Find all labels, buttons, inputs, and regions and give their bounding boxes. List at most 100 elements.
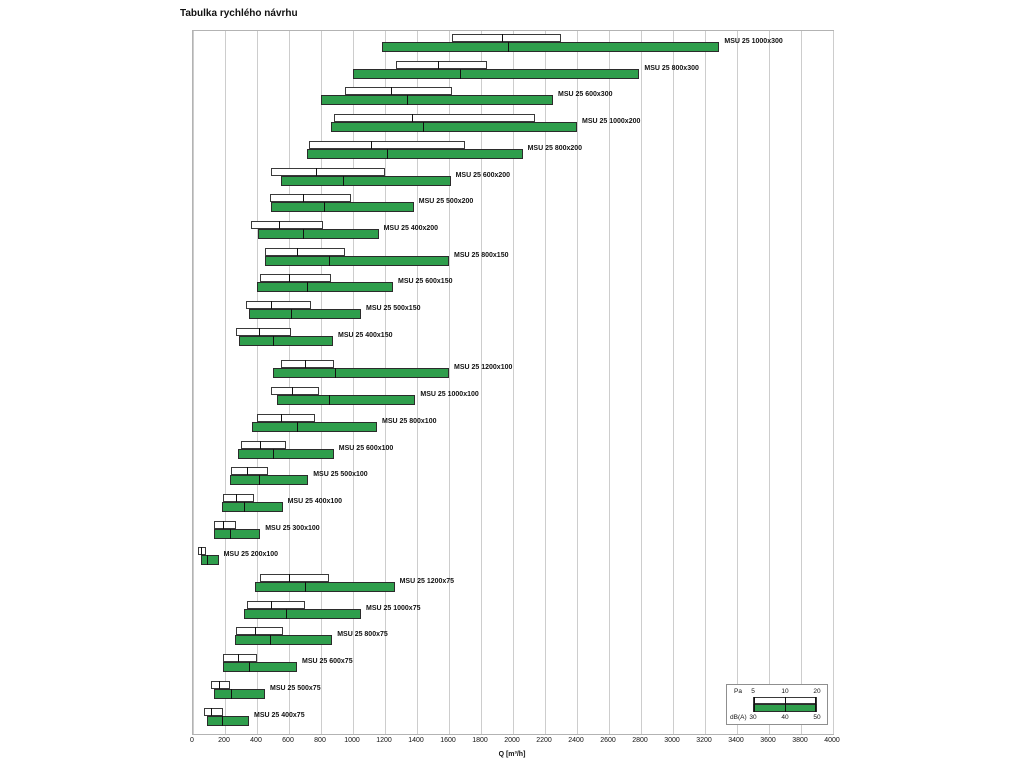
pa-mid-tick xyxy=(218,680,220,689)
pa-range-bar xyxy=(213,520,237,529)
db-mid-tick xyxy=(460,68,462,79)
pa-mid-tick xyxy=(279,220,281,229)
row-label: MSU 25 500x100 xyxy=(313,471,368,479)
x-tick-label: 2400 xyxy=(568,737,584,744)
db-mid-tick xyxy=(221,715,223,726)
db-range-bar xyxy=(237,448,334,459)
gridline xyxy=(833,31,834,734)
row-label: MSU 25 800x300 xyxy=(644,64,699,72)
db-range-bar xyxy=(244,608,361,619)
row-label: MSU 25 400x150 xyxy=(338,331,393,339)
gridline xyxy=(737,31,738,734)
row-label: MSU 25 1000x200 xyxy=(582,118,641,126)
pa-mid-tick xyxy=(292,387,294,396)
legend-db-label: dB(A) xyxy=(730,714,747,721)
row-label: MSU 25 600x300 xyxy=(558,91,613,99)
legend-pa-tick xyxy=(815,697,816,704)
pa-range-bar xyxy=(396,60,488,69)
db-range-bar xyxy=(381,42,720,52)
db-mid-tick xyxy=(269,635,271,646)
gridline xyxy=(577,31,578,734)
x-tick-label: 4000 xyxy=(824,737,840,744)
gridline xyxy=(641,31,642,734)
pa-mid-tick xyxy=(258,327,260,336)
gridline xyxy=(769,31,770,734)
pa-range-bar xyxy=(251,220,323,229)
row-label: MSU 25 600x150 xyxy=(398,278,453,286)
x-tick-label: 400 xyxy=(250,737,262,744)
pa-range-bar xyxy=(257,413,315,422)
x-tick-label: 3000 xyxy=(664,737,680,744)
gridline xyxy=(385,31,386,734)
x-tick-label: 1800 xyxy=(472,737,488,744)
x-tick-label: 2000 xyxy=(504,737,520,744)
pa-mid-tick xyxy=(289,274,290,283)
legend-pa-bar xyxy=(753,697,817,704)
pa-range-bar xyxy=(223,654,257,663)
db-mid-tick xyxy=(244,501,246,512)
row-label: MSU 25 1000x300 xyxy=(724,38,783,45)
db-range-bar xyxy=(207,715,249,726)
db-range-bar xyxy=(271,202,414,213)
db-mid-tick xyxy=(305,582,306,592)
plot-area: MSU 25 1000x300 MSU 25 800x300 MSU 25 600x… xyxy=(192,30,834,735)
legend-db-value-30: 30 xyxy=(749,714,757,721)
db-mid-tick xyxy=(324,202,326,213)
row-label: MSU 25 600x200 xyxy=(455,171,511,179)
gridline xyxy=(353,31,354,734)
db-mid-tick xyxy=(303,228,305,239)
x-tick-label: 3200 xyxy=(696,737,712,744)
legend-db-tick xyxy=(815,704,816,712)
pa-mid-tick xyxy=(412,114,414,123)
gridline xyxy=(545,31,546,734)
x-tick-label: 2200 xyxy=(536,737,552,744)
db-range-bar xyxy=(234,635,333,646)
pa-mid-tick xyxy=(289,574,290,582)
db-mid-tick xyxy=(423,122,425,133)
db-mid-tick xyxy=(249,662,250,673)
legend-db-tick xyxy=(754,704,755,712)
legend: Pa 5 10 20 dB(A) 30 40 50 xyxy=(726,684,828,725)
x-tick-label: 1600 xyxy=(440,737,456,744)
db-mid-tick xyxy=(273,448,274,459)
db-range-bar xyxy=(239,335,333,346)
pa-range-bar xyxy=(236,327,291,336)
x-tick-label: 200 xyxy=(218,737,230,744)
x-axis-ticks: 0 200 400 600 800 1000 1200 1400 1600 1800 2000 220… xyxy=(0,737,1024,747)
pa-mid-tick xyxy=(271,600,273,609)
db-range-bar xyxy=(306,148,523,159)
pa-range-bar xyxy=(247,600,305,609)
db-range-bar xyxy=(273,368,449,379)
db-range-bar xyxy=(252,421,377,432)
row-label: MSU 25 300x100 xyxy=(265,524,320,532)
pa-range-bar xyxy=(260,274,331,283)
pa-mid-tick xyxy=(247,467,249,476)
pa-range-bar xyxy=(231,467,269,476)
pa-range-bar xyxy=(271,387,320,396)
db-range-bar xyxy=(257,228,379,239)
db-mid-tick xyxy=(207,555,209,566)
pa-mid-tick xyxy=(223,520,225,529)
row-label: MSU 25 1200x100 xyxy=(454,364,513,372)
x-tick-label: 3800 xyxy=(792,737,808,744)
row-label: MSU 25 800x150 xyxy=(454,251,509,259)
row-label: MSU 25 800x75 xyxy=(337,631,388,639)
legend-pa-value-20: 20 xyxy=(813,688,821,695)
x-tick-label: 3400 xyxy=(728,737,744,744)
pa-range-bar xyxy=(271,167,385,176)
pa-mid-tick xyxy=(501,34,503,42)
gridline xyxy=(417,31,418,734)
x-tick-label: 1400 xyxy=(408,737,424,744)
x-tick-label: 0 xyxy=(190,737,194,744)
row-label: MSU 25 400x75 xyxy=(254,711,305,719)
db-mid-tick xyxy=(297,421,298,432)
db-mid-tick xyxy=(386,148,388,159)
gridline xyxy=(225,31,226,734)
pa-range-bar xyxy=(333,114,536,123)
legend-pa-value-5: 5 xyxy=(751,688,755,695)
x-tick-label: 2800 xyxy=(632,737,648,744)
db-range-bar xyxy=(229,475,309,486)
pa-mid-tick xyxy=(316,167,318,176)
db-range-bar xyxy=(223,662,297,673)
db-mid-tick xyxy=(258,475,260,486)
